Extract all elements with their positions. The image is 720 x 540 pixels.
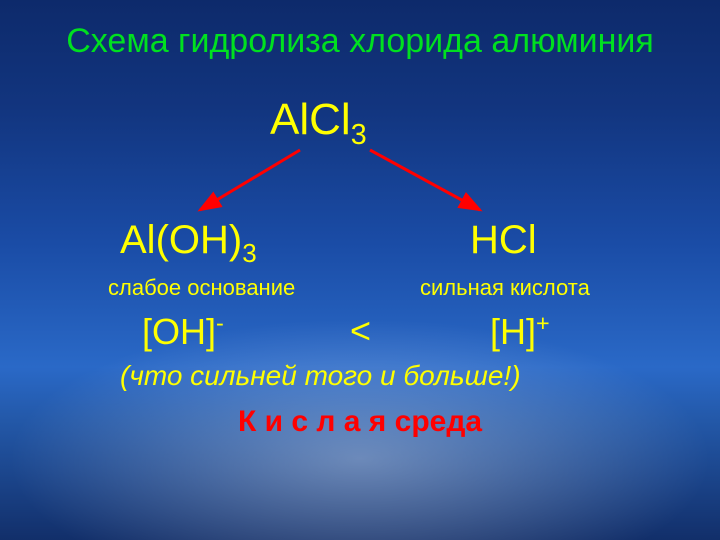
right-note: сильная кислота	[420, 275, 590, 301]
left-product-base: Al(OH)	[120, 218, 242, 262]
left-note: слабое основание	[108, 275, 295, 301]
compare-symbol: <	[350, 310, 371, 352]
hint-line: (что сильней того и больше!)	[120, 360, 521, 392]
right-product-base: HCl	[470, 218, 537, 262]
arrow-left	[200, 150, 300, 210]
left-product-sub: 3	[242, 238, 256, 268]
ion-left-sup: -	[216, 310, 224, 336]
slide-title: Схема гидролиза хлорида алюминия	[0, 22, 720, 61]
arrow-right	[370, 150, 480, 210]
root-base: AlCl	[270, 95, 351, 144]
conclusion: К и с л а я среда	[0, 405, 720, 439]
ion-right: [H]+	[490, 310, 550, 353]
ion-right-sup: +	[536, 310, 550, 336]
ion-right-base: [H]	[490, 311, 536, 352]
arrows	[0, 140, 720, 230]
slide: Схема гидролиза хлорида алюминия AlCl 3 A…	[0, 0, 720, 540]
left-product: Al(OH)3	[120, 218, 257, 269]
ion-left: [OH]-	[142, 310, 224, 353]
right-product: HCl	[470, 218, 537, 263]
ion-left-base: [OH]	[142, 311, 216, 352]
